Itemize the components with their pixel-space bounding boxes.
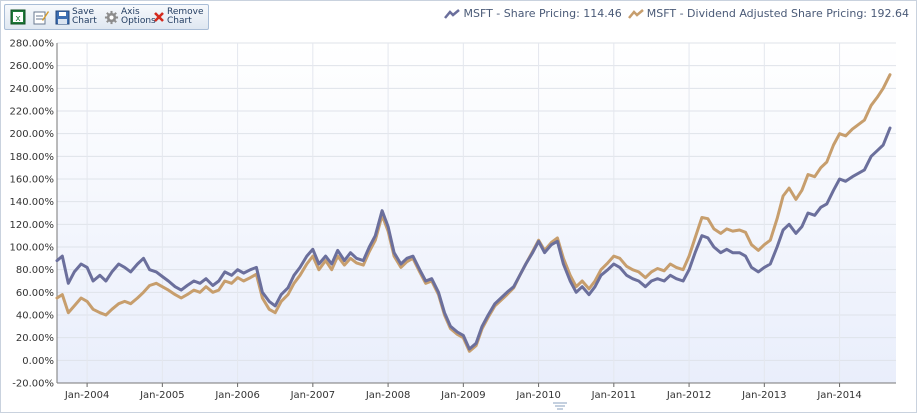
x-tick-label: Jan-2012 [666, 390, 711, 401]
y-tick-label: 160.00% [10, 175, 55, 186]
red-x-icon [154, 12, 164, 22]
y-tick-label: 0.00% [22, 356, 54, 367]
x-axis: Jan-2004 Jan-2005 Jan-2006 Jan-2007 Jan-2008… [57, 382, 896, 401]
x-tick-label: Jan-2008 [365, 390, 410, 401]
y-tick-label: 120.00% [10, 220, 55, 231]
legend-label-share-pricing: MSFT - Share Pricing: 114.46 [463, 7, 622, 20]
axis-options-label-1: Axis [121, 7, 140, 17]
axis-options-button[interactable]: Axis Options [104, 7, 156, 27]
x-tick-label: Jan-2004 [64, 390, 109, 401]
svg-text:x: x [15, 14, 21, 24]
y-axis: -20.00% 0.00% 20.00% 40.00% 60.00% 80.00% 100.… [10, 39, 58, 390]
excel-export-button[interactable]: x [8, 7, 28, 27]
edit-chart-icon [33, 11, 49, 25]
floppy-disk-icon [55, 10, 70, 24]
legend-item-share-pricing[interactable]: MSFT - Share Pricing: 114.46 [444, 7, 622, 20]
remove-chart-button[interactable]: Remove Chart [153, 7, 204, 27]
y-tick-label: 140.00% [10, 197, 55, 208]
series-line-dividend-adjusted[interactable] [55, 73, 892, 353]
legend-item-dividend-adjusted[interactable]: MSFT - Dividend Adjusted Share Pricing: … [627, 7, 909, 20]
gear-icon [104, 10, 119, 24]
plot-area [57, 43, 896, 383]
x-tick-label: Jan-2011 [591, 390, 636, 401]
line-series-icon [444, 8, 461, 19]
legend-label-dividend-adjusted: MSFT - Dividend Adjusted Share Pricing: … [646, 7, 909, 20]
y-tick-label: -20.00% [12, 379, 54, 390]
chart-legend: MSFT - Share Pricing: 114.46 MSFT - Divi… [438, 7, 909, 20]
series-lines [55, 73, 892, 353]
x-tick-label: Jan-2005 [139, 390, 184, 401]
x-tick-label: Jan-2010 [515, 390, 560, 401]
y-tick-label: 100.00% [10, 243, 55, 254]
save-chart-button[interactable]: Save Chart [55, 7, 100, 27]
x-tick-label: Jan-2014 [816, 390, 861, 401]
excel-export-icon: x [10, 9, 26, 25]
line-series-icon [627, 8, 644, 19]
axis-options-label-2: Options [121, 16, 156, 26]
y-tick-label: 40.00% [16, 311, 54, 322]
remove-chart-label-1: Remove [167, 7, 204, 17]
series-line-share-pricing[interactable] [55, 126, 892, 351]
y-tick-label: 80.00% [16, 265, 54, 276]
chart-resize-handle[interactable] [553, 402, 567, 410]
y-tick-label: 60.00% [16, 288, 54, 299]
save-chart-label-1: Save [72, 7, 95, 17]
y-tick-label: 180.00% [10, 152, 55, 163]
y-tick-label: 260.00% [10, 61, 55, 72]
remove-chart-label-2: Chart [167, 16, 192, 26]
chart-toolbar: x Save Chart [4, 4, 209, 30]
x-tick-label: Jan-2013 [741, 390, 786, 401]
y-tick-label: 20.00% [16, 333, 54, 344]
y-tick-label: 280.00% [10, 39, 55, 50]
save-chart-label-2: Chart [72, 16, 97, 26]
x-tick-label: Jan-2007 [290, 390, 335, 401]
edit-chart-button[interactable] [31, 7, 51, 27]
y-tick-label: 220.00% [10, 107, 55, 118]
y-tick-label: 200.00% [10, 129, 55, 140]
x-tick-label: Jan-2009 [440, 390, 485, 401]
x-tick-label: Jan-2006 [214, 390, 259, 401]
y-tick-label: 240.00% [10, 84, 55, 95]
